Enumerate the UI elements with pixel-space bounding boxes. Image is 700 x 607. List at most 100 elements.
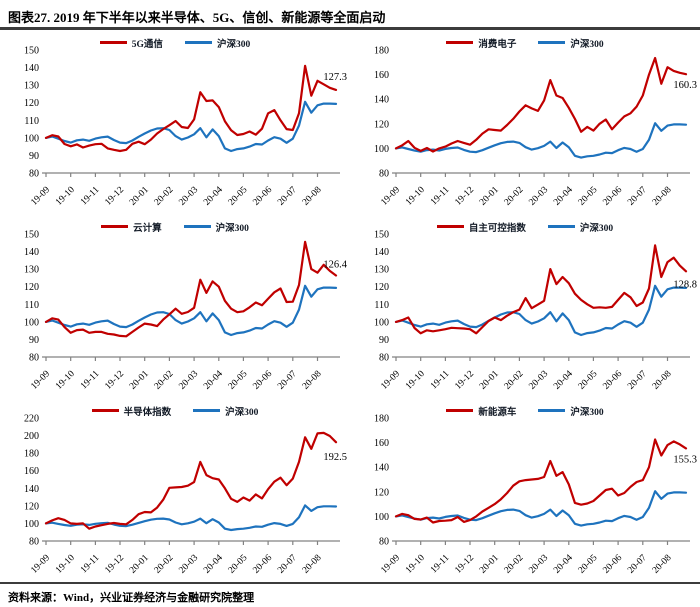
y-tick-label: 120 (24, 501, 39, 512)
series-line (394, 56, 688, 153)
y-tick-label: 110 (24, 299, 39, 310)
x-tick-label: 20-08 (301, 552, 324, 575)
chart-legend: 新能源车 沪深300 (350, 404, 700, 418)
series-line (44, 64, 338, 152)
source-note: 资料来源：Wind，兴业证券经济与金融研究院整理 (8, 591, 255, 604)
end-value-label: 160.3 (673, 80, 697, 91)
y-tick-label: 180 (24, 448, 39, 459)
x-tick-label: 20-01 (128, 368, 151, 391)
legend-item: 沪深300 (538, 404, 604, 418)
end-value-label: 192.5 (323, 452, 347, 463)
y-tick-label: 150 (24, 45, 39, 56)
y-tick-label: 80 (29, 536, 39, 547)
x-tick-label: 19-10 (54, 368, 77, 391)
x-tick-label: 19-10 (54, 552, 77, 575)
legend-line-swatch (538, 409, 566, 412)
x-tick-label: 20-02 (153, 184, 176, 207)
chart-panel-6: 新能源车 沪深300 80 100 120 140 160 180 19-09 19-10 19-1… (350, 398, 700, 582)
x-tick-label: 20-06 (601, 552, 624, 575)
x-tick-label: 20-06 (601, 184, 624, 207)
x-tick-label: 20-04 (202, 184, 225, 207)
x-tick-label: 20-04 (552, 368, 575, 391)
legend-line-swatch (99, 41, 127, 44)
legend-line-swatch (446, 409, 474, 412)
y-tick-label: 140 (374, 94, 389, 105)
y-tick-label: 150 (24, 229, 39, 240)
x-tick-label: 20-04 (552, 552, 575, 575)
y-tick-label: 100 (24, 317, 39, 328)
x-tick-label: 20-08 (651, 552, 674, 575)
x-tick-label: 20-01 (478, 552, 501, 575)
legend-label: 半导体指数 (123, 407, 172, 418)
line-chart: 80 90 100 110 120 130 140 150 19-09 19-10 19-11 19-… (24, 45, 347, 207)
x-tick-label: 20-07 (276, 184, 299, 207)
legend-item: 消费电子 (446, 36, 516, 50)
x-tick-label: 19-09 (29, 184, 52, 207)
x-tick-label: 19-11 (79, 184, 102, 207)
x-tick-label: 19-10 (404, 184, 427, 207)
chart-panel-4: 自主可控指数 沪深300 80 90 100 110 120 130 140 150 19-09 19… (350, 214, 700, 398)
legend-line-swatch (91, 409, 119, 412)
y-tick-label: 120 (374, 487, 389, 498)
legend-item: 沪深300 (183, 220, 249, 234)
x-tick-label: 19-10 (404, 552, 427, 575)
series-line (394, 437, 688, 524)
y-tick-label: 140 (24, 247, 39, 258)
x-tick-label: 20-08 (651, 368, 674, 391)
benchmark-line (394, 121, 688, 159)
x-tick-label: 19-09 (379, 184, 402, 207)
x-tick-label: 20-07 (276, 552, 299, 575)
x-tick-label: 20-04 (552, 184, 575, 207)
legend-label: 沪深300 (570, 39, 604, 50)
x-tick-label: 20-01 (128, 184, 151, 207)
x-tick-label: 19-11 (79, 368, 102, 391)
y-tick-label: 140 (374, 462, 389, 473)
y-tick-label: 180 (374, 413, 389, 424)
chart-legend: 自主可控指数 沪深300 (350, 220, 700, 234)
chart-legend: 云计算 沪深300 (0, 220, 350, 234)
y-tick-label: 100 (374, 317, 389, 328)
x-tick-label: 20-05 (577, 368, 600, 391)
benchmark-line (394, 489, 688, 527)
x-tick-label: 19-12 (453, 368, 476, 391)
chart-panel-3: 云计算 沪深300 80 90 100 110 120 130 140 150 19-09 19-10… (0, 214, 350, 398)
x-tick-label: 20-07 (626, 552, 649, 575)
x-tick-label: 20-03 (527, 368, 550, 391)
chart-legend: 5G通信 沪深300 (0, 36, 350, 50)
legend-label: 沪深300 (215, 223, 249, 234)
legend-item: 半导体指数 (91, 404, 172, 418)
benchmark-line (44, 284, 338, 336)
y-tick-label: 100 (374, 511, 389, 522)
x-tick-label: 19-09 (379, 368, 402, 391)
y-tick-label: 80 (29, 168, 39, 179)
x-tick-label: 20-06 (601, 368, 624, 391)
legend-label: 5G通信 (131, 39, 163, 50)
y-tick-label: 110 (374, 299, 389, 310)
y-tick-label: 160 (374, 438, 389, 449)
x-tick-label: 19-10 (54, 184, 77, 207)
y-tick-label: 80 (379, 168, 389, 179)
y-tick-label: 130 (24, 264, 39, 275)
legend-line-swatch (436, 225, 464, 228)
y-tick-label: 140 (24, 483, 39, 494)
chart-legend: 半导体指数 沪深300 (0, 404, 350, 418)
x-tick-label: 20-02 (503, 552, 526, 575)
x-tick-label: 20-01 (478, 368, 501, 391)
series-line (44, 240, 338, 337)
y-tick-label: 150 (374, 229, 389, 240)
line-chart: 80 90 100 110 120 130 140 150 19-09 19-10 19-11 19-… (374, 229, 697, 391)
y-tick-label: 100 (374, 143, 389, 154)
x-tick-label: 20-03 (177, 552, 200, 575)
end-value-label: 127.3 (323, 71, 347, 82)
x-tick-label: 20-05 (227, 552, 250, 575)
charts-grid: 5G通信 沪深300 80 90 100 110 120 130 140 150 19-09 19-1… (0, 30, 700, 582)
footer-divider (0, 581, 700, 584)
x-tick-label: 19-11 (429, 552, 452, 575)
x-tick-label: 19-09 (29, 368, 52, 391)
x-tick-label: 20-01 (128, 552, 151, 575)
legend-label: 沪深300 (579, 223, 614, 234)
legend-line-swatch (184, 41, 212, 44)
legend-item: 自主可控指数 (436, 220, 526, 234)
x-tick-label: 19-11 (429, 368, 452, 391)
